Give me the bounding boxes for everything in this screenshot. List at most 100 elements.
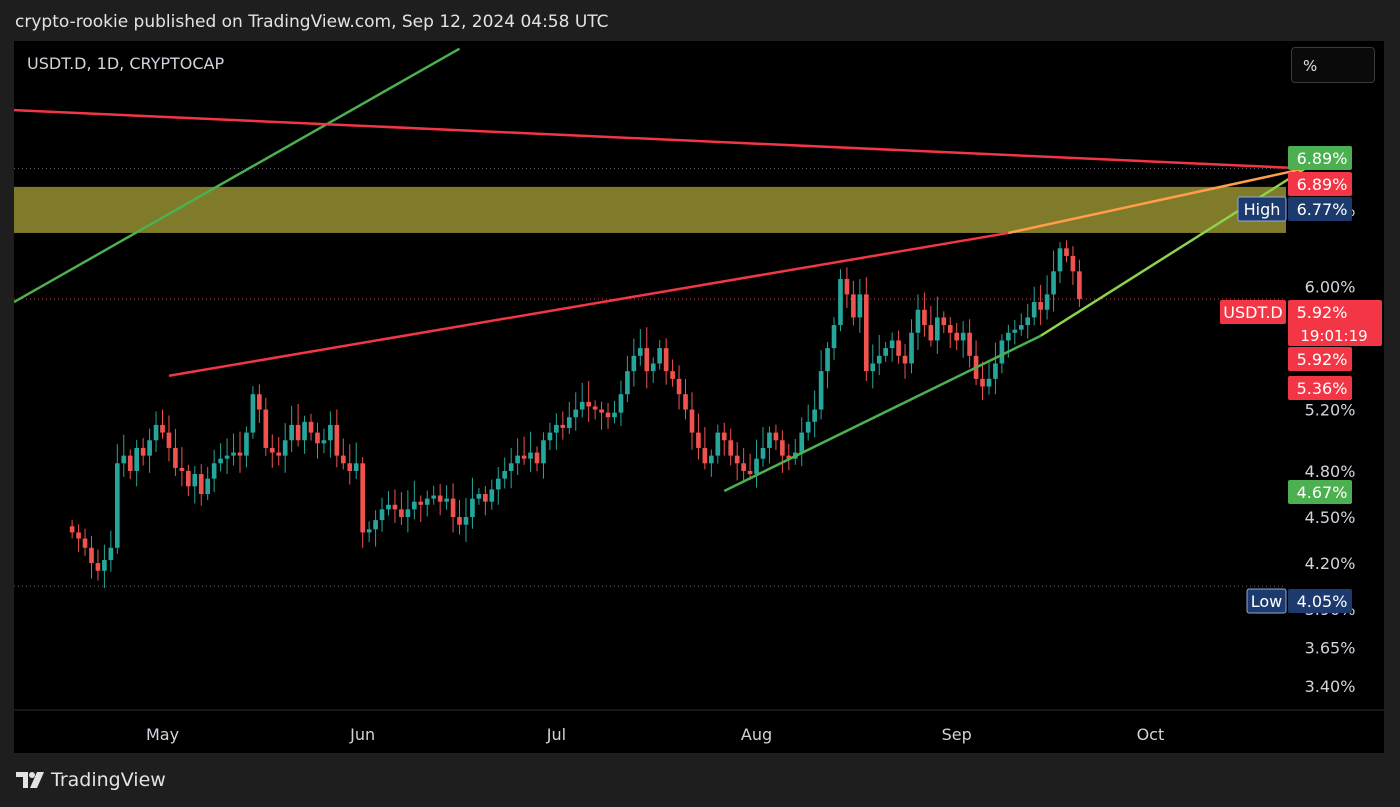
candle <box>386 491 391 516</box>
candle <box>541 432 546 479</box>
candle <box>760 427 766 467</box>
candle <box>573 392 579 431</box>
candle <box>1025 303 1031 339</box>
candle <box>812 390 817 438</box>
candle-body <box>95 563 101 571</box>
candle <box>663 338 669 385</box>
candle-body <box>76 532 81 539</box>
candle <box>747 453 753 481</box>
candle-body <box>863 294 869 372</box>
candle-body <box>340 455 346 464</box>
price-tag-value: 5.92% <box>1297 350 1348 369</box>
candle <box>237 431 243 473</box>
candle-body <box>192 474 198 487</box>
candle-body <box>1025 317 1031 326</box>
candle-body <box>1070 255 1076 272</box>
candle <box>528 431 533 473</box>
candle-body <box>134 447 140 471</box>
candle <box>883 341 888 362</box>
candle-body <box>431 495 437 499</box>
candle-body <box>502 470 508 479</box>
price-tag-box <box>1288 197 1352 221</box>
candle-body <box>521 455 527 459</box>
candle <box>876 334 882 376</box>
candle-body <box>424 498 430 505</box>
candle <box>321 428 327 454</box>
candle <box>889 332 895 362</box>
candle-body <box>967 332 972 356</box>
candle <box>431 485 437 505</box>
price-tag: 4.05% Low <box>1246 588 1352 614</box>
x-tick-label: May <box>146 725 179 744</box>
candle <box>489 479 495 510</box>
candle <box>857 279 863 333</box>
candle <box>308 413 314 441</box>
candle-body <box>399 509 404 518</box>
candle-body <box>528 452 533 459</box>
candle-body <box>1057 248 1063 272</box>
candle <box>521 436 527 465</box>
candle <box>605 402 611 429</box>
candle <box>366 521 372 543</box>
candle <box>566 401 572 435</box>
y-tick-label: 3.65% <box>1305 639 1356 658</box>
candle <box>844 267 850 308</box>
candle <box>89 536 94 579</box>
candle <box>586 380 591 422</box>
candle <box>767 426 772 464</box>
trendline-green-top <box>14 47 461 304</box>
candle-body <box>883 348 888 356</box>
candle-body <box>515 455 520 464</box>
candle <box>935 296 940 354</box>
candle <box>153 411 159 452</box>
candle-body <box>450 498 456 518</box>
candle <box>1044 275 1050 320</box>
candle-body <box>328 424 333 441</box>
candle <box>980 361 985 401</box>
candle <box>179 447 185 487</box>
candle-body <box>127 455 133 471</box>
candle <box>1064 240 1069 263</box>
candle-body <box>586 401 591 407</box>
candlestick-chart[interactable]: MayJunJulAugSepOct7.50%6.50%6.00%5.20%4.… <box>14 41 1384 753</box>
candle-body <box>1077 271 1082 299</box>
price-tag: 5.92% 19:01:19 USDT.D <box>1220 300 1382 346</box>
price-tag-prefix: High <box>1244 200 1281 219</box>
candle-body <box>566 417 572 428</box>
candle <box>1031 286 1037 326</box>
chart-frame[interactable]: MayJunJulAugSepOct7.50%6.50%6.00%5.20%4.… <box>14 41 1384 753</box>
candle-body <box>153 424 159 441</box>
trendline-green-rising <box>723 334 1042 493</box>
candle <box>198 464 204 506</box>
candle-body <box>709 455 714 464</box>
candle <box>295 404 301 447</box>
scale-percent-button[interactable]: % <box>1291 47 1375 83</box>
candle-body <box>476 494 482 499</box>
resistance-zone <box>14 186 1286 233</box>
candle-body <box>747 470 753 475</box>
candle <box>896 330 901 364</box>
y-tick-label: 3.40% <box>1305 677 1356 696</box>
x-tick-label: Sep <box>942 725 972 744</box>
candle-body <box>534 452 540 464</box>
candle-body <box>676 378 682 395</box>
candle-body <box>579 401 585 410</box>
candle <box>579 382 585 418</box>
candle <box>424 490 430 517</box>
price-tag-box <box>1288 172 1352 196</box>
candle <box>353 442 359 479</box>
candle-body <box>902 355 908 364</box>
candle <box>457 499 462 535</box>
candle-body <box>186 470 191 487</box>
candle-body <box>89 547 94 564</box>
candle-body <box>495 478 501 490</box>
price-tag: 4.67% <box>1288 480 1352 504</box>
candle-body <box>257 394 262 410</box>
tradingview-logo[interactable]: TradingView <box>15 769 166 791</box>
price-tag-prefix-box <box>1220 300 1286 324</box>
candle <box>689 392 695 450</box>
candle-body <box>198 474 204 495</box>
candle <box>483 486 488 516</box>
candle-body <box>386 504 391 510</box>
candle <box>534 446 540 472</box>
